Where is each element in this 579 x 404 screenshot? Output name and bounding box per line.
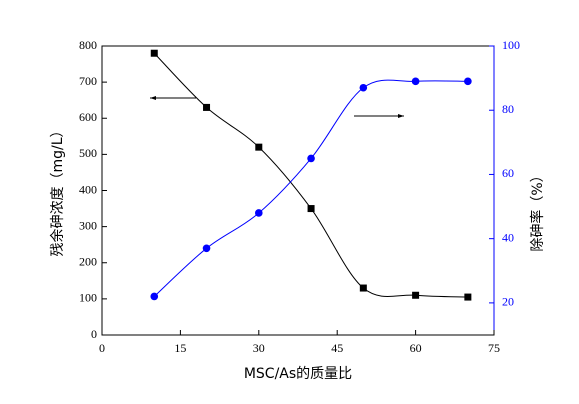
x-tick-label: 15: [174, 341, 186, 355]
data-point: [411, 77, 420, 86]
y2-tick-label: 20: [502, 295, 514, 309]
y-tick-label: 100: [79, 291, 97, 305]
x-tick-label: 60: [410, 341, 422, 355]
y2-tick-label: 80: [502, 102, 514, 116]
right-arrow: [354, 114, 404, 118]
y2-tick-label: 60: [502, 166, 514, 180]
x-axis-label: MSC/As的质量比: [244, 366, 352, 382]
y-tick-label: 500: [79, 146, 97, 160]
data-point: [464, 77, 472, 86]
data-point: [150, 49, 158, 57]
data-point: [203, 103, 211, 111]
y2-axis-label: 除砷率（%）: [529, 168, 546, 251]
y-axis-label: 残余砷浓度（mg/L）: [49, 123, 66, 256]
data-point: [307, 205, 315, 213]
y-tick-label: 400: [79, 182, 97, 196]
y-tick-label: 0: [91, 327, 97, 341]
y2-tick-label: 100: [502, 38, 520, 52]
data-point: [307, 154, 315, 163]
data-point: [202, 244, 211, 253]
data-point: [254, 209, 263, 217]
data-point: [150, 292, 159, 301]
y2-tick-label: 40: [502, 230, 514, 244]
x-tick-label: 0: [99, 341, 105, 355]
y-tick-label: 800: [79, 38, 97, 52]
plot-frame: [101, 45, 495, 336]
data-point: [255, 143, 263, 151]
data-point: [464, 293, 472, 301]
x-tick-label: 75: [488, 341, 500, 355]
data-point: [359, 284, 367, 292]
y-tick-label: 700: [79, 74, 97, 88]
data-point: [359, 83, 368, 92]
left-arrow: [150, 96, 196, 100]
series-line: [153, 79, 468, 297]
x-tick-label: 45: [331, 341, 343, 355]
y-tick-label: 300: [79, 218, 97, 232]
y-tick-label: 200: [79, 255, 97, 269]
series-line: [153, 52, 468, 298]
x-tick-label: 30: [253, 341, 265, 355]
y-tick-label: 600: [79, 110, 97, 124]
data-point: [412, 291, 420, 299]
